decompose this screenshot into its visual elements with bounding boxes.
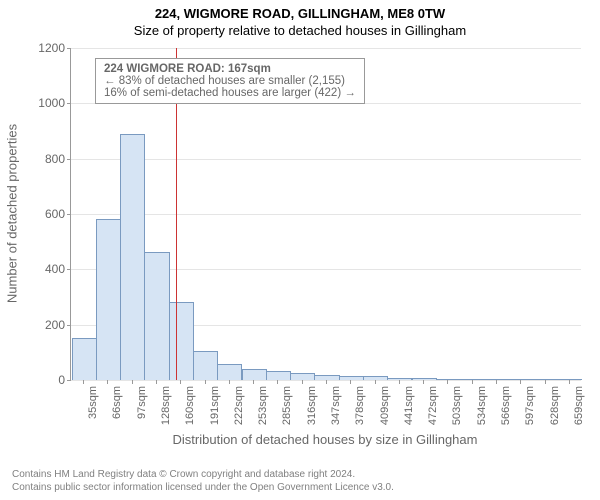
xtick-mark [302, 380, 303, 384]
histogram-bar [72, 338, 97, 381]
xtick-label: 347sqm [330, 386, 342, 425]
xtick-label: 566sqm [500, 386, 512, 425]
ytick-mark [67, 269, 71, 270]
xtick-label: 409sqm [379, 386, 391, 425]
ytick-mark [67, 48, 71, 49]
xtick-label: 597sqm [524, 386, 536, 425]
xtick-mark [132, 380, 133, 384]
footer-attribution: Contains HM Land Registry data © Crown c… [12, 468, 394, 494]
histogram-bar [96, 219, 121, 380]
histogram-bar [387, 378, 412, 380]
xtick-label: 97sqm [136, 386, 148, 419]
xtick-label: 441sqm [403, 386, 415, 425]
histogram-bar [242, 369, 267, 380]
ytick-label: 1000 [38, 96, 65, 110]
xtick-label: 534sqm [476, 386, 488, 425]
y-axis-label: Number of detached properties [5, 114, 20, 314]
xtick-label: 160sqm [184, 386, 196, 425]
histogram-bar [266, 371, 291, 380]
xtick-mark [423, 380, 424, 384]
ytick-mark [67, 380, 71, 381]
histogram-bar [217, 364, 242, 380]
xtick-mark [375, 380, 376, 384]
annotation-title: 224 WIGMORE ROAD: 167sqm [104, 63, 356, 75]
histogram-bar [436, 379, 461, 380]
xtick-mark [205, 380, 206, 384]
annotation-smaller: ← 83% of detached houses are smaller (2,… [104, 75, 356, 87]
histogram-bar [363, 376, 388, 380]
ytick-mark [67, 214, 71, 215]
xtick-label: 222sqm [233, 386, 245, 425]
xtick-label: 35sqm [87, 386, 99, 419]
histogram-bar [533, 379, 558, 380]
ytick-label: 200 [45, 318, 65, 332]
grid-line [71, 159, 581, 160]
footer-line: Contains HM Land Registry data © Crown c… [12, 468, 394, 481]
histogram-bar [144, 252, 169, 380]
xtick-mark [399, 380, 400, 384]
xtick-label: 253sqm [257, 386, 269, 425]
x-axis-label: Distribution of detached houses by size … [70, 432, 580, 447]
ytick-label: 600 [45, 207, 65, 221]
xtick-mark [350, 380, 351, 384]
footer-line: Contains public sector information licen… [12, 481, 394, 494]
xtick-mark [107, 380, 108, 384]
xtick-mark [326, 380, 327, 384]
xtick-label: 503sqm [451, 386, 463, 425]
xtick-label: 285sqm [281, 386, 293, 425]
histogram-bar [120, 134, 145, 380]
xtick-label: 128sqm [160, 386, 172, 425]
ytick-mark [67, 325, 71, 326]
histogram-bar [509, 379, 534, 380]
ytick-label: 800 [45, 152, 65, 166]
xtick-label: 472sqm [427, 386, 439, 425]
chart-subtitle: Size of property relative to detached ho… [0, 23, 600, 38]
histogram-bar [339, 376, 364, 380]
annotation-larger: 16% of semi-detached houses are larger (… [104, 87, 356, 99]
xtick-label: 628sqm [549, 386, 561, 425]
xtick-mark [156, 380, 157, 384]
histogram-bar [557, 379, 582, 380]
page-title: 224, WIGMORE ROAD, GILLINGHAM, ME8 0TW [0, 6, 600, 21]
xtick-mark [496, 380, 497, 384]
ytick-label: 1200 [38, 41, 65, 55]
xtick-mark [253, 380, 254, 384]
ytick-mark [67, 159, 71, 160]
plot-area: 02004006008001000120035sqm66sqm97sqm128s… [70, 48, 581, 381]
xtick-mark [520, 380, 521, 384]
xtick-label: 378sqm [354, 386, 366, 425]
xtick-mark [180, 380, 181, 384]
xtick-mark [229, 380, 230, 384]
ytick-label: 0 [58, 373, 65, 387]
ytick-label: 400 [45, 262, 65, 276]
grid-line [71, 214, 581, 215]
annotation-box: 224 WIGMORE ROAD: 167sqm← 83% of detache… [95, 58, 365, 104]
histogram-bar [460, 379, 485, 380]
histogram-bar [169, 302, 194, 380]
xtick-label: 191sqm [209, 386, 221, 425]
xtick-mark [83, 380, 84, 384]
xtick-mark [569, 380, 570, 384]
xtick-mark [472, 380, 473, 384]
xtick-label: 659sqm [573, 386, 585, 425]
histogram-bar [290, 373, 315, 380]
xtick-label: 316sqm [306, 386, 318, 425]
xtick-mark [277, 380, 278, 384]
histogram-bar [193, 351, 218, 380]
chart-container: 224, WIGMORE ROAD, GILLINGHAM, ME8 0TW S… [0, 0, 600, 500]
ytick-mark [67, 103, 71, 104]
xtick-mark [447, 380, 448, 384]
xtick-label: 66sqm [111, 386, 123, 419]
grid-line [71, 48, 581, 49]
xtick-mark [545, 380, 546, 384]
